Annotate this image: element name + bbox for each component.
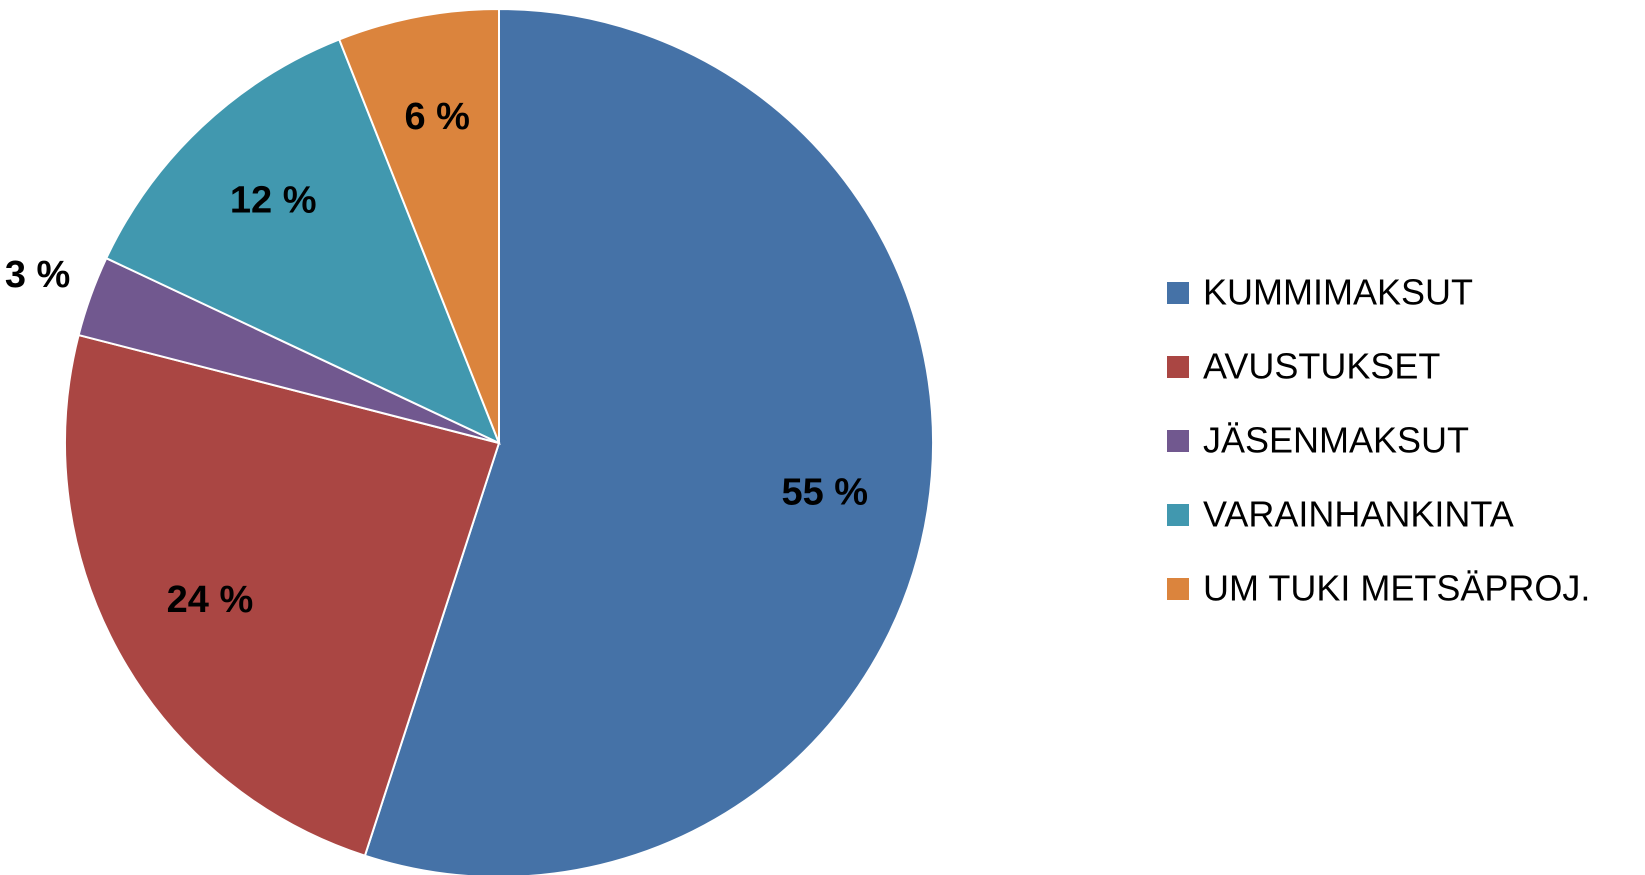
legend-label: KUMMIMAKSUT (1203, 272, 1473, 313)
legend-swatch (1167, 578, 1189, 600)
legend-label: JÄSENMAKSUT (1203, 420, 1469, 461)
legend-swatch (1167, 430, 1189, 452)
data-label: 55 % (781, 472, 868, 514)
pie-slice (64, 333, 501, 858)
legend-label: VARAINHANKINTA (1203, 494, 1514, 535)
data-label: 24 % (167, 579, 254, 621)
legend-swatch (1167, 504, 1189, 526)
legend-swatch (1167, 356, 1189, 378)
pie-slice (363, 7, 934, 875)
legend-label: AVUSTUKSET (1203, 346, 1440, 387)
data-label: 3 % (5, 254, 70, 296)
legend-swatch (1167, 282, 1189, 304)
pie-slice (337, 7, 500, 444)
pie-slice (104, 38, 501, 445)
legend-label: UM TUKI METSÄPROJ. (1203, 568, 1590, 609)
data-label: 6 % (404, 96, 469, 138)
data-label: 12 % (230, 180, 317, 222)
